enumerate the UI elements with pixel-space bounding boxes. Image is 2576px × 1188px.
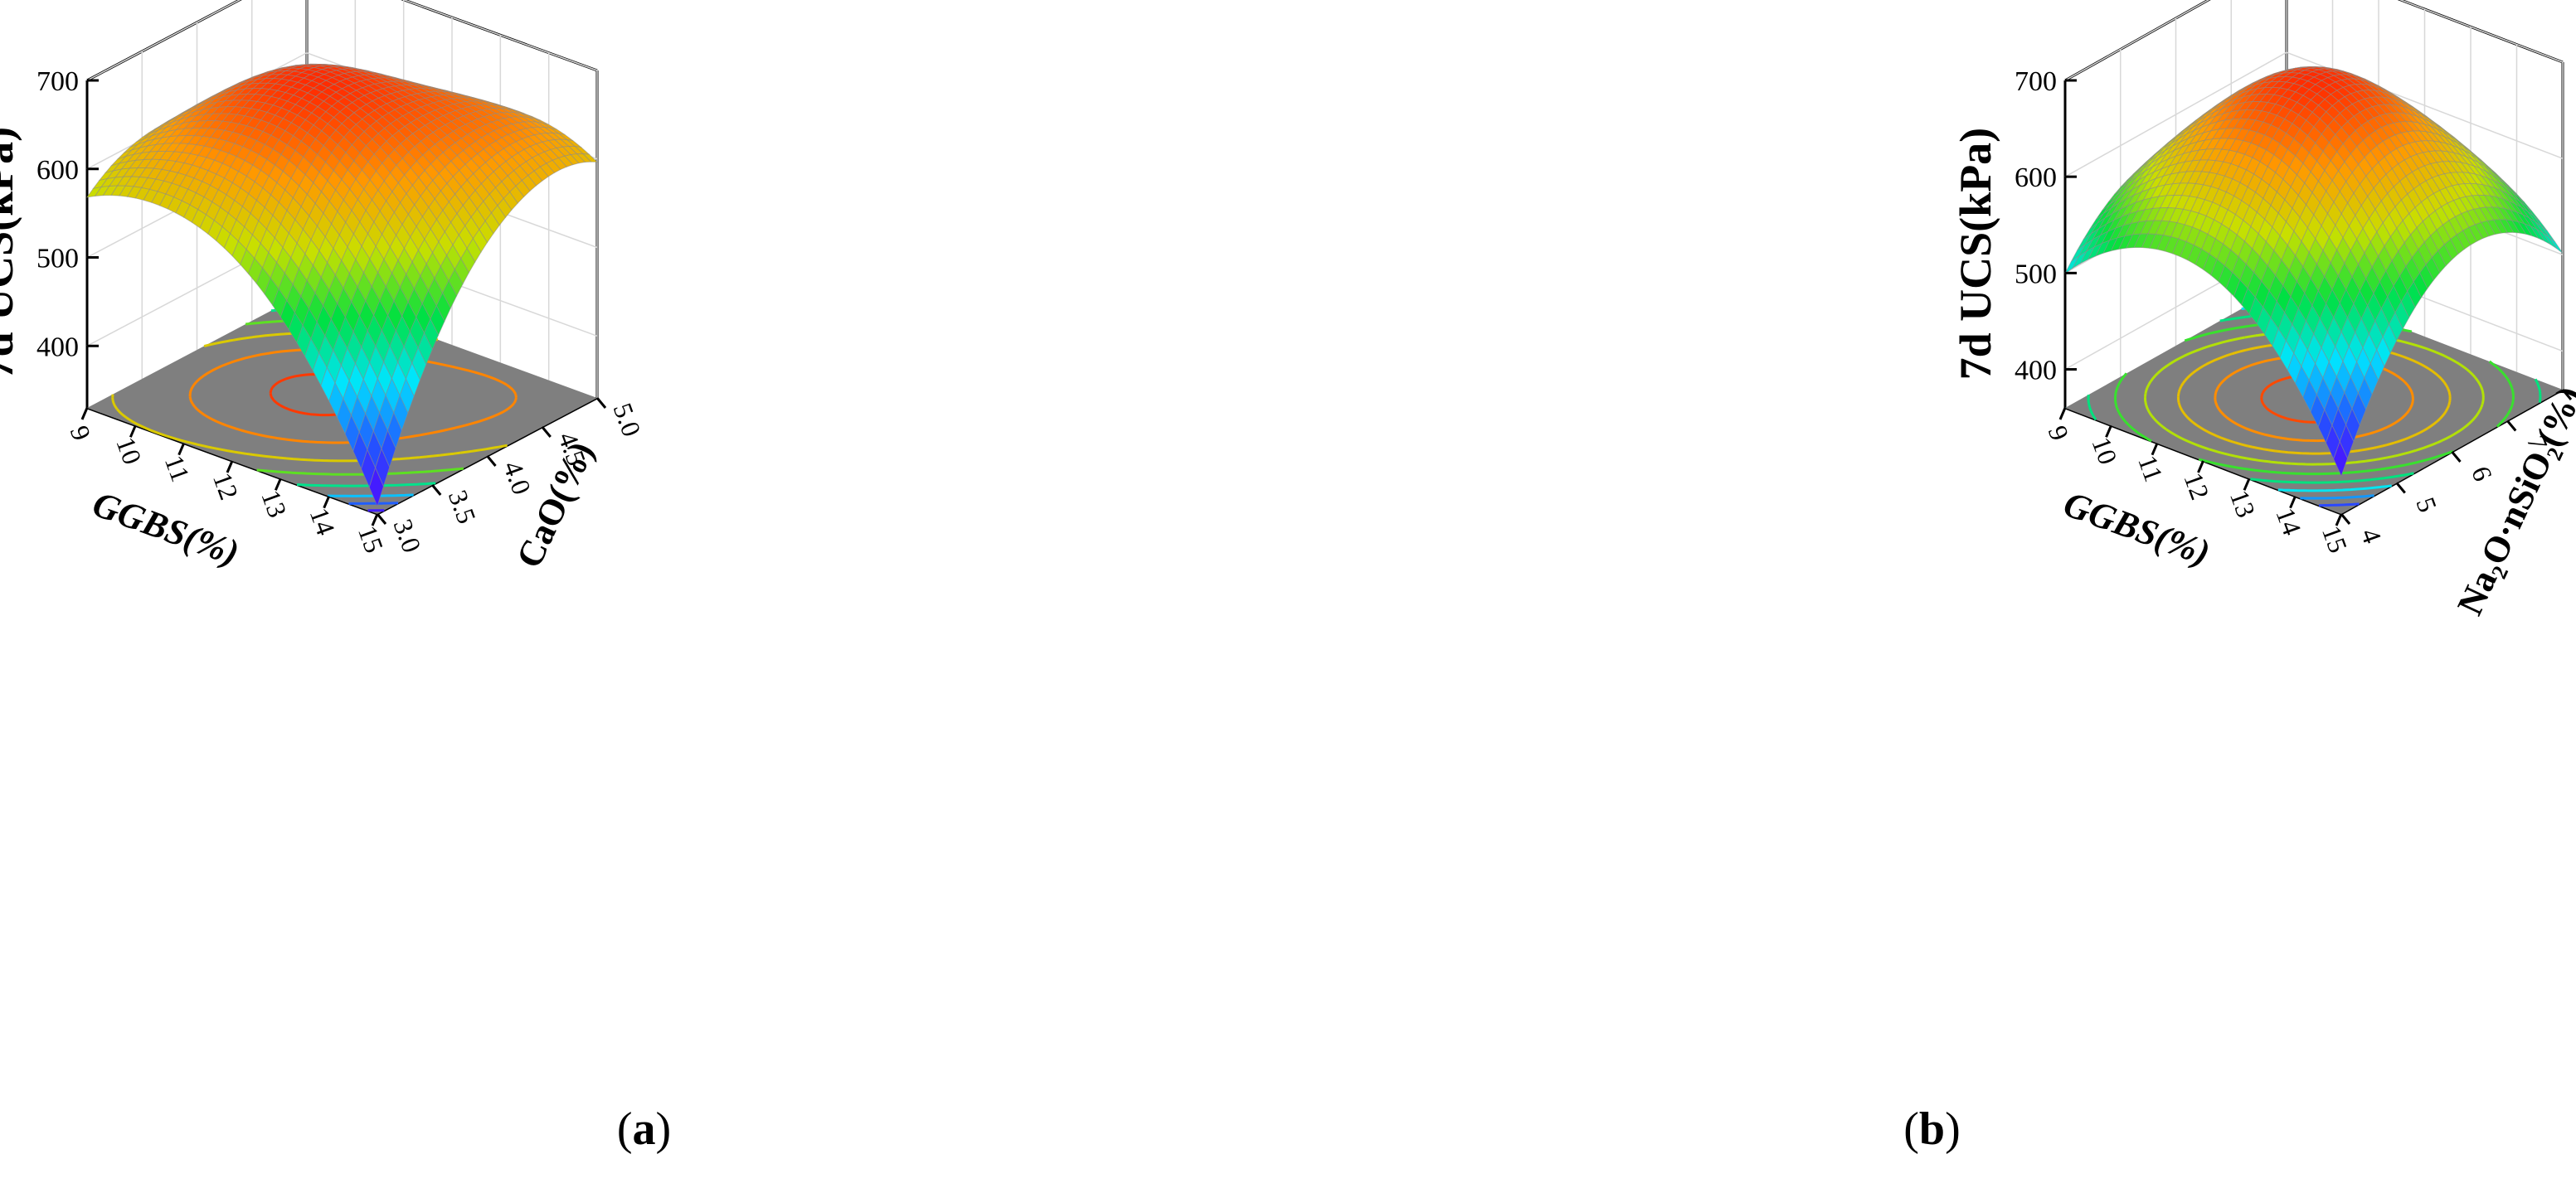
- chart-panel-a: 400 500 600 700 7d UCS(kPa) 9 10 11 12 13 14 15 GGBS…: [0, 0, 672, 1155]
- caption-b: (b): [1903, 1103, 1961, 1155]
- z-axis-label: 7d UCS(kPa): [0, 127, 22, 380]
- z-tick-label: 700: [36, 66, 79, 97]
- y-tick-label: 3.0: [388, 515, 428, 556]
- x-tick: [2151, 443, 2159, 456]
- z-tick-label: 400: [2015, 356, 2057, 386]
- surface-patch: [368, 466, 384, 507]
- y-tick: [2340, 513, 2351, 525]
- y-tick: [2395, 482, 2406, 494]
- x-tick: [177, 443, 186, 456]
- x-tick: [2289, 496, 2297, 509]
- contour-line: [188, 348, 518, 444]
- x-tick-label: 9: [65, 422, 97, 444]
- x-tick: [226, 460, 234, 473]
- y-tick-label: 4.0: [498, 457, 537, 498]
- chart-panel-b: 400 500 600 700 7d UCS(kPa) 9 10 11 12 13 14 15 GGBS…: [1288, 0, 2576, 1188]
- y-tick: [595, 397, 607, 409]
- z-axis-ticks: 400 500 600 700: [36, 66, 99, 362]
- z-tick-label: 500: [2015, 259, 2057, 289]
- x-tick: [323, 496, 331, 509]
- y-tick-label: 3.5: [443, 486, 483, 527]
- y-tick-label: 5.0: [608, 399, 648, 440]
- x-tick: [371, 513, 379, 526]
- x-tick-label: 11: [2132, 451, 2169, 485]
- y-tick-label: 4: [2355, 525, 2388, 547]
- y-tick-label: 6: [2466, 463, 2498, 485]
- x-tick: [2197, 460, 2204, 473]
- surface-patch: [2333, 440, 2348, 478]
- z-tick-label: 700: [2015, 66, 2057, 97]
- z-axis-ticks: 400 500 600 700: [2015, 66, 2077, 386]
- x-tick-label: 13: [255, 486, 293, 521]
- caption-a: (a): [616, 1103, 672, 1155]
- x-tick-label: 10: [110, 433, 148, 468]
- z-tick-label: 600: [36, 155, 79, 186]
- z-tick-label: 500: [36, 244, 79, 274]
- x-tick-label: 12: [2178, 468, 2215, 503]
- y-tick: [486, 455, 497, 467]
- x-tick-label: 14: [304, 504, 342, 539]
- y-tick-label: 5: [2410, 493, 2442, 516]
- x-tick-label: 15: [352, 521, 390, 556]
- x-tick: [2243, 478, 2251, 491]
- surface-mesh: [86, 63, 599, 507]
- y-tick: [541, 426, 552, 438]
- y-tick: [431, 484, 442, 496]
- x-tick: [129, 424, 137, 438]
- z-axis-label: 7d UCS(kPa): [1951, 128, 2000, 381]
- y-tick: [376, 513, 387, 525]
- y-tick: [2561, 389, 2573, 400]
- x-tick: [2335, 513, 2343, 526]
- x-tick: [2058, 407, 2067, 420]
- x-tick-label: 10: [2086, 433, 2123, 468]
- surface-mesh: [2064, 65, 2564, 478]
- x-tick-label: 11: [159, 451, 196, 485]
- x-tick-label: 15: [2316, 521, 2354, 556]
- x-tick-label: 14: [2270, 504, 2307, 539]
- x-tick-label: 9: [2043, 422, 2075, 444]
- y-tick: [2451, 451, 2462, 463]
- z-tick-label: 600: [2015, 162, 2057, 193]
- y-tick: [2506, 419, 2517, 432]
- y-axis-label: CaO(%): [508, 435, 602, 574]
- z-tick-label: 400: [36, 332, 79, 362]
- x-tick-label: 13: [2224, 486, 2262, 521]
- x-tick: [274, 478, 282, 491]
- x-tick-label: 12: [207, 468, 245, 503]
- x-tick: [80, 407, 89, 420]
- x-tick: [2105, 424, 2112, 438]
